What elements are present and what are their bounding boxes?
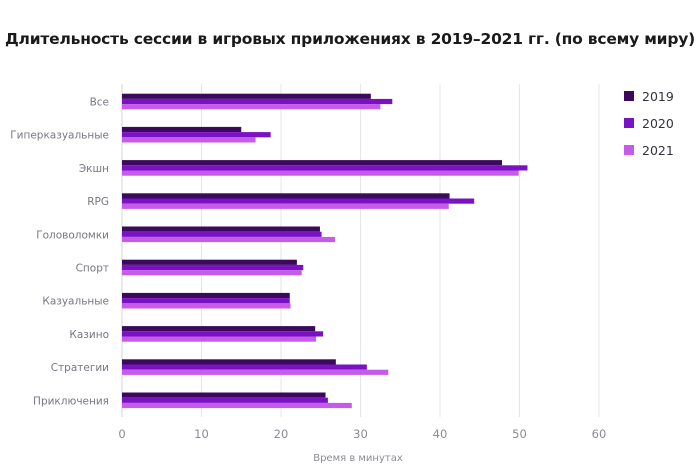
bar <box>122 264 304 271</box>
bar <box>122 292 290 299</box>
bar <box>122 359 336 365</box>
bar <box>122 93 371 99</box>
bar <box>122 226 320 232</box>
bar <box>122 198 475 204</box>
x-tick-label: 20 <box>274 427 289 441</box>
bar <box>122 236 336 243</box>
chart-title: Длительность сессии в игровых приложения… <box>4 30 696 48</box>
x-tick-label: 50 <box>512 427 527 441</box>
bar <box>122 364 367 370</box>
category-label: Казуальные <box>42 296 109 308</box>
x-tick-label: 40 <box>433 427 448 441</box>
bar <box>122 298 290 304</box>
bar <box>122 137 256 143</box>
bar <box>122 165 528 171</box>
x-tick-label: 60 <box>592 427 607 441</box>
bar <box>122 331 324 337</box>
bar <box>122 402 352 409</box>
bar <box>122 326 316 332</box>
legend-label: 2019 <box>642 89 674 104</box>
bar <box>122 170 519 176</box>
bar <box>122 160 503 166</box>
bar <box>122 336 316 342</box>
bar <box>122 303 291 309</box>
category-label: Приключения <box>33 395 109 407</box>
category-label: RPG <box>87 196 109 208</box>
bar <box>122 193 450 199</box>
bar <box>122 203 449 209</box>
bar <box>122 132 271 138</box>
bar <box>122 104 381 110</box>
bar <box>122 259 297 265</box>
bar <box>122 231 322 237</box>
x-axis-label: Время в минутах <box>313 453 403 464</box>
category-label: Спорт <box>76 263 109 275</box>
category-label: Стратегии <box>51 362 109 374</box>
bar <box>122 270 302 276</box>
bar <box>122 369 389 375</box>
x-tick-label: 30 <box>353 427 368 441</box>
category-label: Гиперказуальные <box>10 130 109 142</box>
category-label: Экшн <box>79 163 109 175</box>
category-label: Все <box>90 97 109 109</box>
legend-swatch <box>624 118 634 128</box>
bar <box>122 392 326 398</box>
category-label: Казино <box>69 329 109 341</box>
x-tick-label: 0 <box>118 427 125 441</box>
category-label: Головоломки <box>36 229 109 241</box>
legend-swatch <box>624 145 634 155</box>
legend-label: 2020 <box>642 116 674 131</box>
bar <box>122 126 242 133</box>
legend-label: 2021 <box>642 143 674 158</box>
legend-swatch <box>624 91 634 101</box>
bar <box>122 397 328 403</box>
x-tick-label: 10 <box>194 427 209 441</box>
bar <box>122 98 393 105</box>
